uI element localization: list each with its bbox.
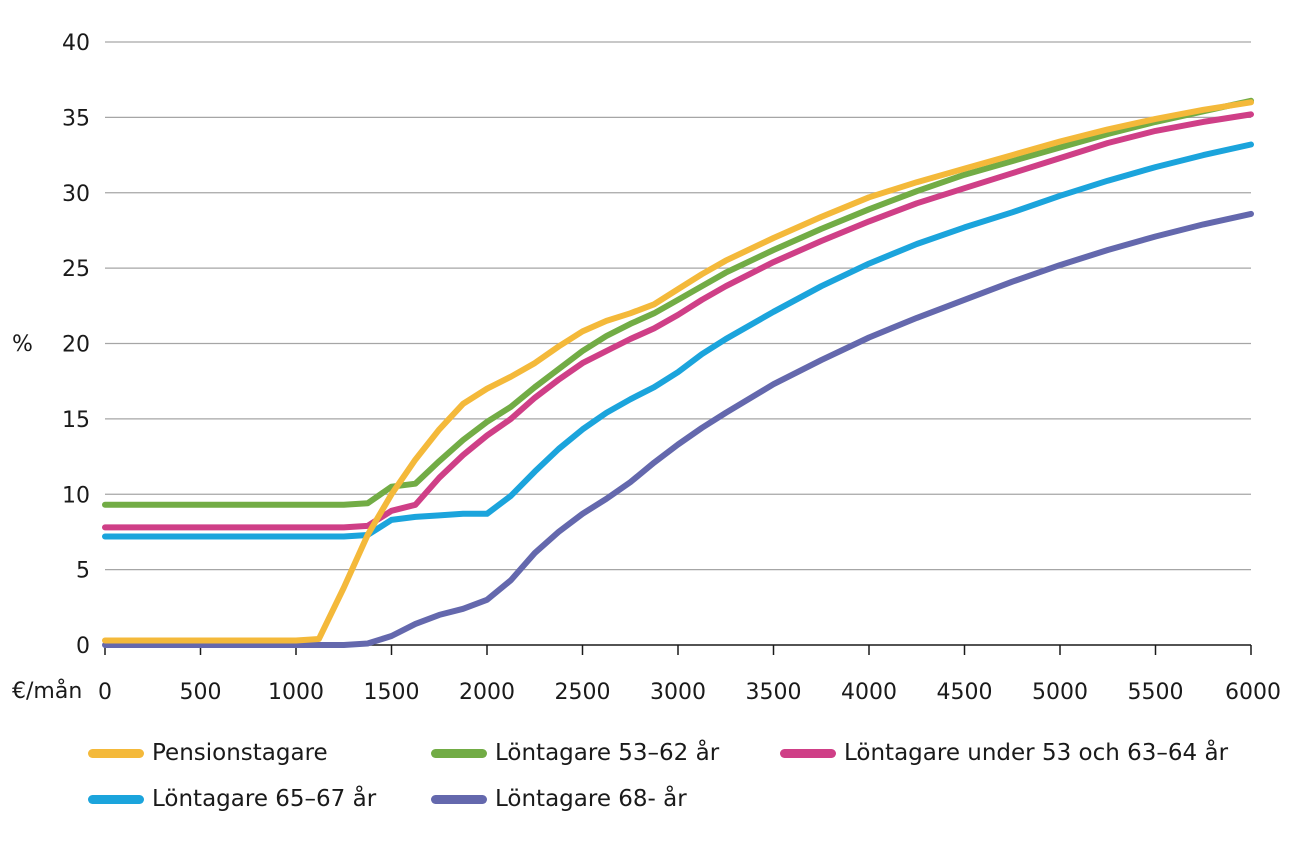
x-tick-label: 1000 bbox=[268, 680, 324, 705]
x-axis-label: €/mån bbox=[12, 678, 82, 704]
series-line bbox=[102, 141, 1254, 540]
y-tick-labels: 0 5 10 15 20 25 30 35 40 bbox=[62, 31, 90, 659]
y-tick-label: 5 bbox=[76, 559, 90, 584]
legend-label: Löntagare under 53 och 63–64 år bbox=[844, 740, 1229, 766]
series-line bbox=[102, 210, 1254, 648]
y-tick-label: 10 bbox=[62, 483, 90, 508]
y-tick-label: 0 bbox=[76, 634, 90, 659]
x-tick-label: 5500 bbox=[1128, 680, 1184, 705]
y-tick-label: 35 bbox=[62, 106, 90, 131]
x-tick-label: 2000 bbox=[459, 680, 515, 705]
legend-swatch bbox=[780, 748, 836, 758]
legend-item-lontagare-65-67: Löntagare 65–67 år bbox=[88, 786, 376, 812]
y-tick-label: 30 bbox=[62, 182, 90, 207]
y-tick-label: 25 bbox=[62, 257, 90, 282]
series-line bbox=[102, 97, 1254, 508]
legend-swatch bbox=[88, 748, 144, 758]
legend-swatch bbox=[431, 794, 487, 804]
series-line bbox=[102, 111, 1254, 531]
x-tick-label: 3500 bbox=[746, 680, 802, 705]
legend-label: Löntagare 68- år bbox=[495, 786, 687, 812]
legend-item-lontagare-68: Löntagare 68- år bbox=[431, 786, 687, 812]
series-lines bbox=[102, 97, 1254, 648]
legend-label: Pensionstagare bbox=[152, 740, 328, 766]
legend-item-pensionstagare: Pensionstagare bbox=[88, 740, 328, 766]
x-tick-label: 5000 bbox=[1032, 680, 1088, 705]
x-tick-label: 6000 bbox=[1225, 680, 1281, 705]
gridlines bbox=[105, 41, 1251, 571]
x-tick-labels: 0 500 1000 1500 2000 2500 3000 3500 4000 4500 5000… bbox=[98, 680, 1281, 705]
y-tick-label: 20 bbox=[62, 333, 90, 358]
series-line bbox=[102, 99, 1254, 644]
y-tick-label: 15 bbox=[62, 408, 90, 433]
x-tick-label: 1500 bbox=[364, 680, 420, 705]
legend-label: Löntagare 65–67 år bbox=[152, 786, 377, 812]
x-tick-label: 4000 bbox=[841, 680, 897, 705]
legend-item-lontagare-under-53: Löntagare under 53 och 63–64 år bbox=[780, 740, 1228, 766]
x-tick-label: 0 bbox=[98, 680, 112, 705]
x-tick-label: 3000 bbox=[650, 680, 706, 705]
y-axis-label: % bbox=[12, 332, 33, 357]
x-tick-label: 500 bbox=[180, 680, 222, 705]
x-tick-label: 2500 bbox=[555, 680, 611, 705]
legend-label: Löntagare 53–62 år bbox=[495, 740, 720, 766]
y-tick-label: 40 bbox=[62, 31, 90, 56]
legend-swatch bbox=[431, 748, 487, 758]
legend-item-lontagare-53-62: Löntagare 53–62 år bbox=[431, 740, 719, 766]
x-tick-label: 4500 bbox=[937, 680, 993, 705]
legend-swatch bbox=[88, 794, 144, 804]
